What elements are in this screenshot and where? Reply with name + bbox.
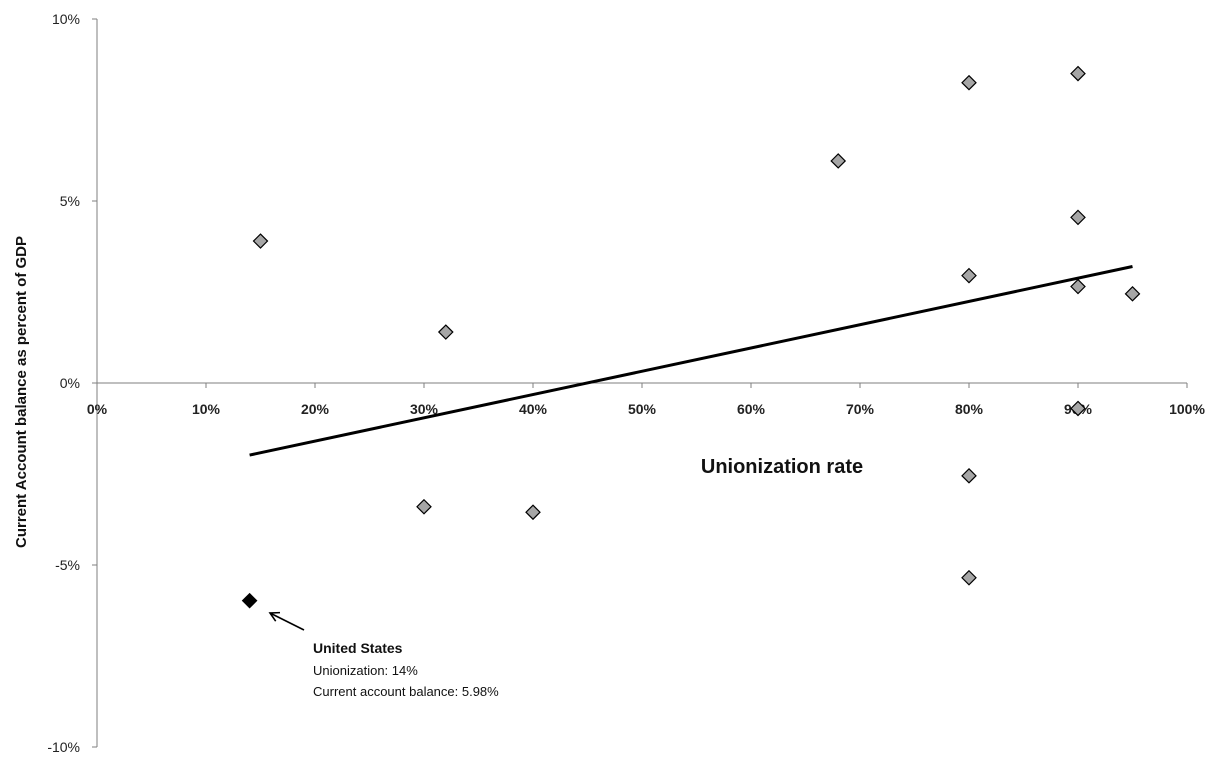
x-tick-label: 20%: [301, 401, 330, 417]
data-point: [961, 467, 977, 484]
data-point: [416, 498, 432, 515]
data-point: [961, 74, 977, 91]
y-tick-label: -5%: [55, 557, 80, 573]
data-point: [1070, 400, 1086, 417]
data-point: [1070, 278, 1086, 295]
x-tick-label: 100%: [1169, 401, 1205, 417]
data-point: [1070, 209, 1086, 226]
x-tick-label: 30%: [410, 401, 439, 417]
y-tick-label: 10%: [52, 11, 80, 27]
data-point: [961, 267, 977, 284]
y-tick-label: -10%: [47, 739, 80, 755]
data-point: [1124, 285, 1141, 302]
data-point: [525, 504, 541, 521]
x-tick-label: 40%: [519, 401, 548, 417]
arrow-shaft: [269, 612, 305, 631]
x-axis-ticks: 0%10%20%30%40%50%60%70%80%90%100%: [87, 383, 1205, 417]
highlight-point: [241, 592, 258, 609]
data-point: [437, 324, 454, 340]
annotation-arrow: [268, 611, 305, 631]
data-points: [241, 65, 1141, 609]
y-tick-label: 0%: [60, 375, 80, 391]
trend-line: [249, 265, 1133, 457]
x-tick-label: 80%: [955, 401, 984, 417]
data-point: [252, 233, 269, 249]
data-point: [830, 153, 847, 169]
annotation-line: Unionization: 14%: [313, 663, 418, 678]
data-point: [1070, 65, 1086, 82]
x-tick-label: 50%: [628, 401, 657, 417]
x-tick-label: 0%: [87, 401, 108, 417]
x-tick-label: 70%: [846, 401, 875, 417]
annotation-line: Current account balance: 5.98%: [313, 684, 499, 699]
x-axis-title: Unionization rate: [701, 456, 863, 478]
y-axis-ticks: 10% 5% 0% -5% -10%: [47, 11, 97, 755]
y-tick-label: 5%: [60, 193, 80, 209]
y-axis-title: Current Account balance as percent of GD…: [13, 236, 30, 548]
arrow-head: [268, 611, 281, 622]
data-point: [961, 569, 977, 586]
annotation-title: United States: [313, 640, 403, 656]
x-tick-label: 10%: [192, 401, 221, 417]
x-tick-label: 60%: [737, 401, 766, 417]
